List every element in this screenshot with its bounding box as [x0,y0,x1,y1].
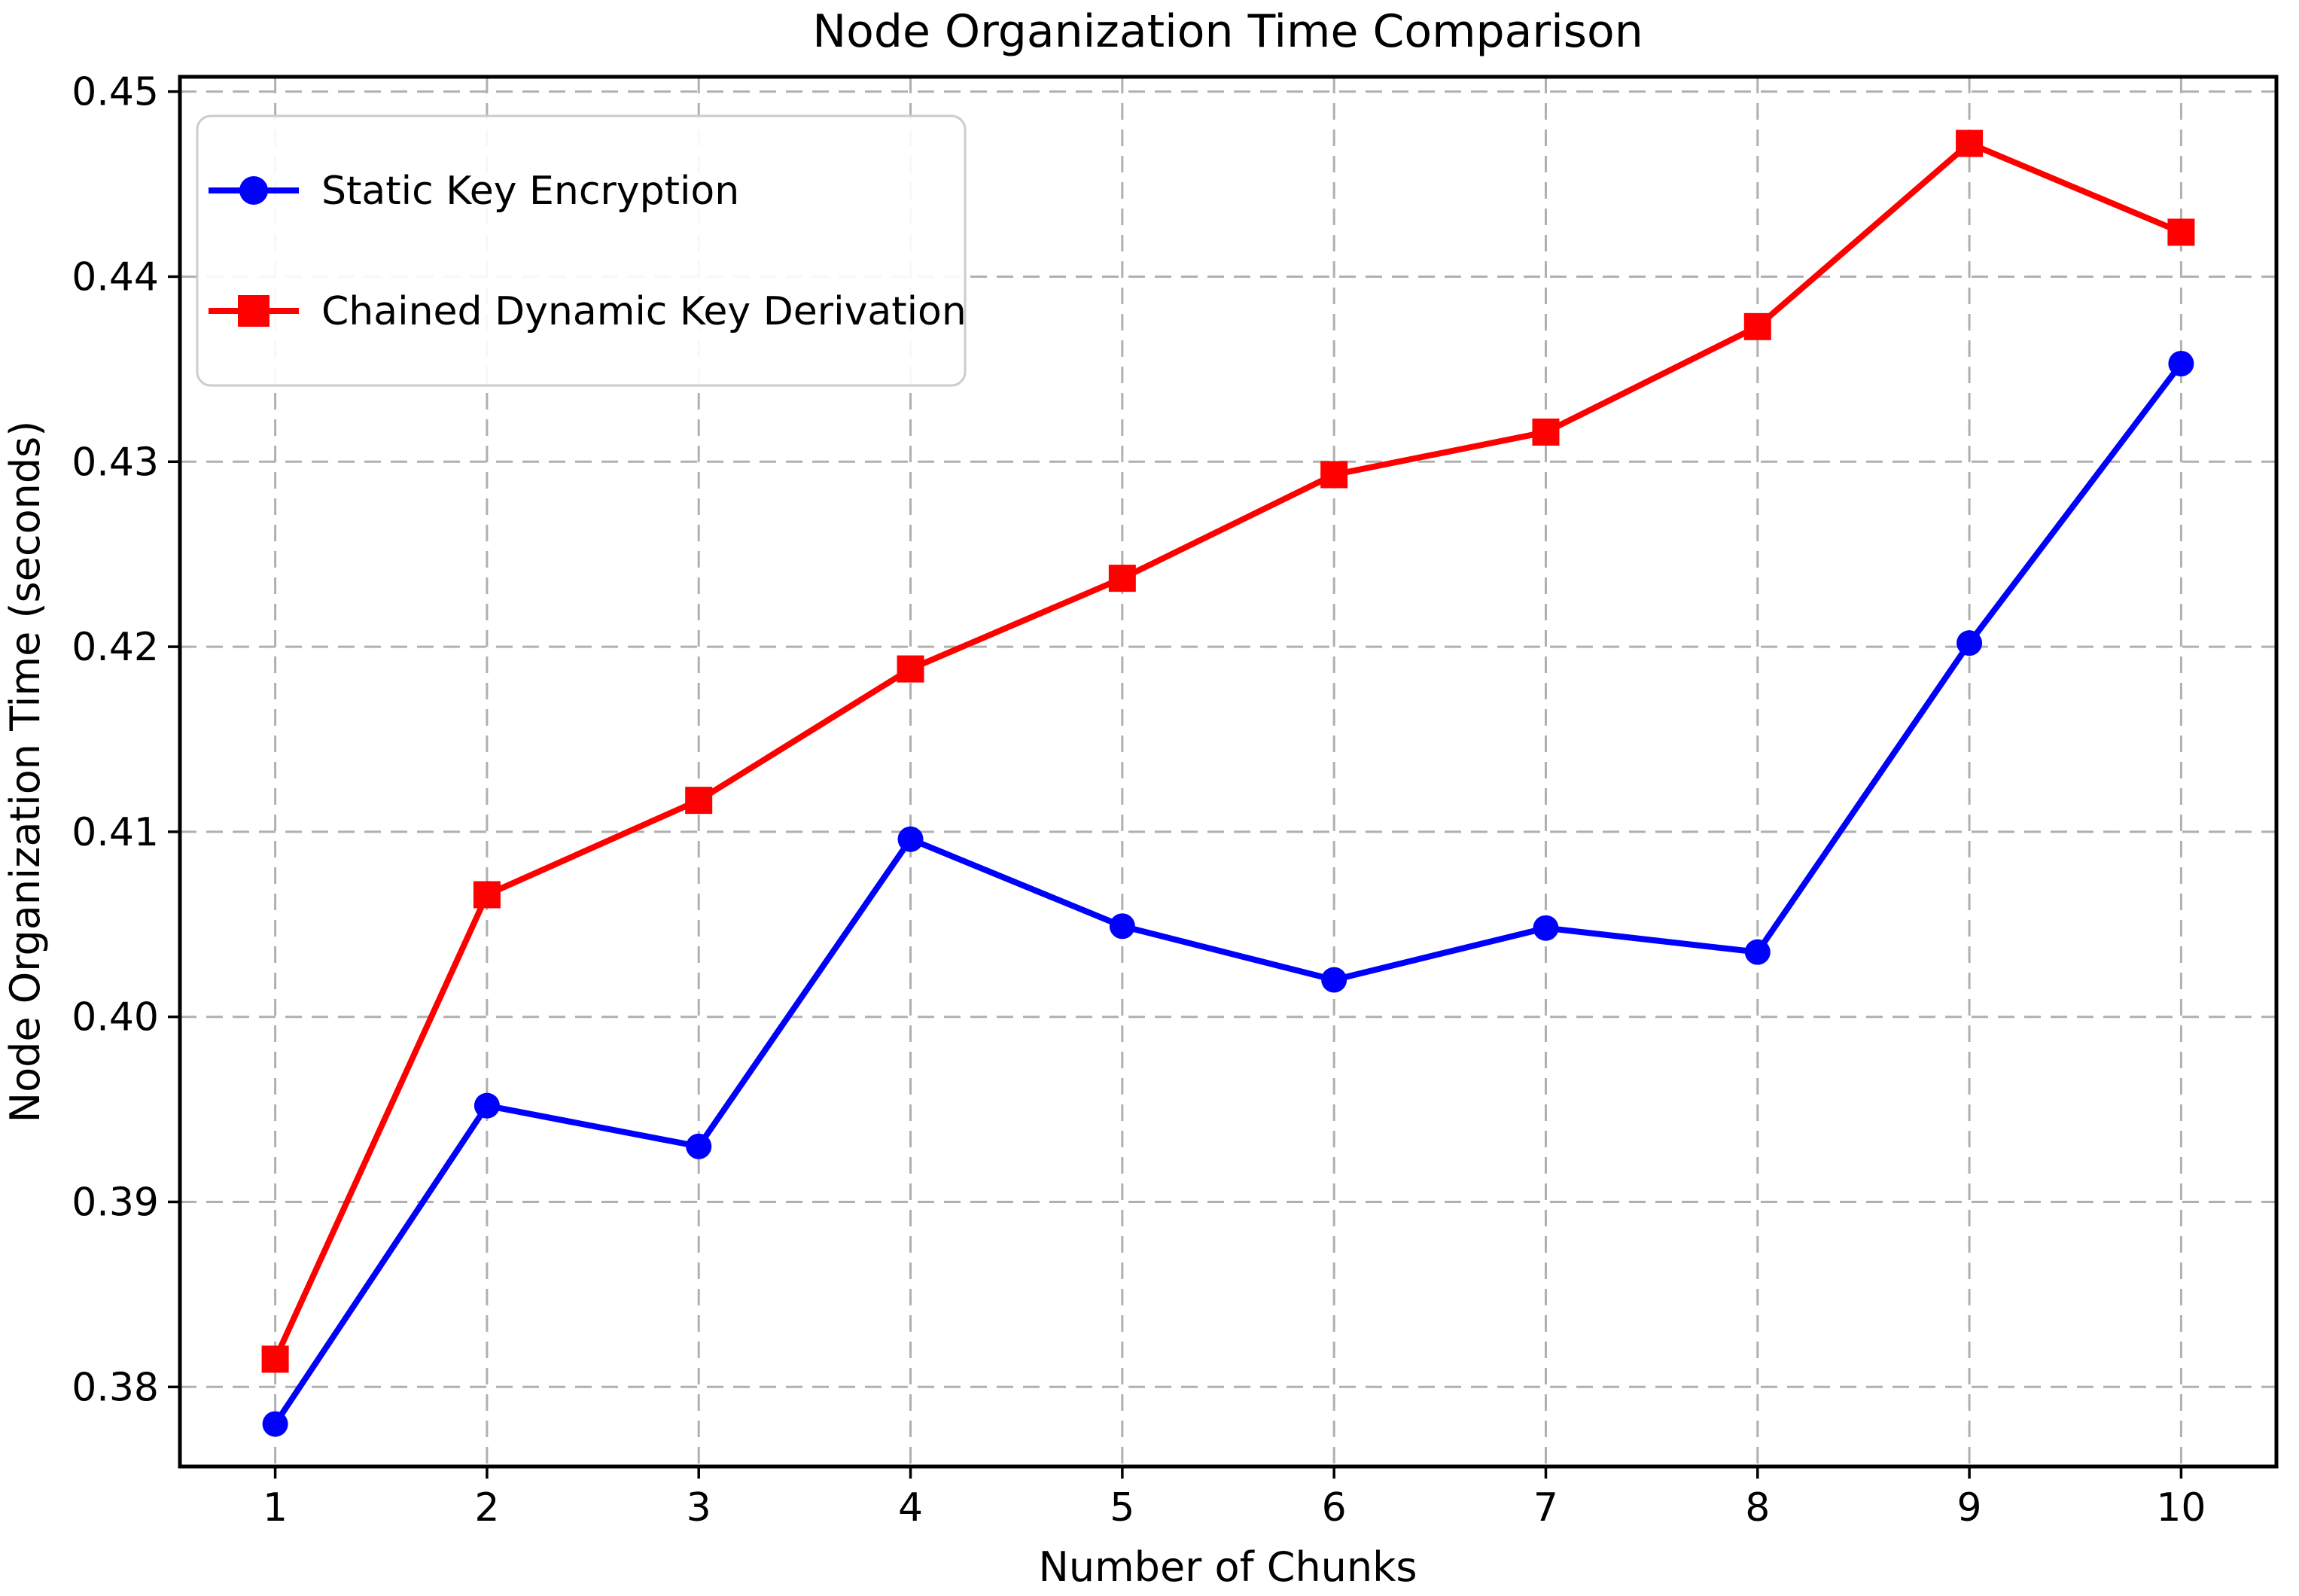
data-point-static-key-encryption [1956,630,1983,656]
x-tick-label: 8 [1745,1485,1770,1531]
x-tick-label: 3 [687,1485,711,1531]
y-axis-label: Node Organization Time (seconds) [2,421,49,1123]
data-point-static-key-encryption [897,826,924,852]
data-point-static-key-encryption [262,1411,288,1437]
axes-layer: 0.38 0.39 0.40 0.41 0.42 0.43 0.44 0.45 1 2 3 4 5 6 7 8… [72,70,2279,1531]
data-point-chained-dynamic-key-derivation [1532,418,1560,446]
data-point-chained-dynamic-key-derivation [1956,129,1984,157]
data-point-static-key-encryption [474,1092,500,1119]
data-point-static-key-encryption [1109,913,1135,940]
grid-layer [180,77,2276,1467]
x-tick-label: 5 [1110,1485,1134,1531]
x-tick-label: 10 [2156,1485,2206,1531]
x-tick-label: 7 [1533,1485,1558,1531]
data-point-chained-dynamic-key-derivation [897,655,924,683]
legend-square-marker-icon [238,295,269,327]
x-axis-label: Number of Chunks [1038,1543,1417,1591]
data-point-static-key-encryption [1321,967,1347,993]
y-tick-label: 0.43 [72,440,159,485]
y-tick-label: 0.45 [72,70,159,115]
series-line-static-key-encryption [272,360,2185,1427]
data-point-chained-dynamic-key-derivation [261,1345,289,1373]
data-point-chained-dynamic-key-derivation [473,881,501,909]
data-point-static-key-encryption [2168,350,2194,376]
x-tick-label: 2 [474,1485,499,1531]
data-point-static-key-encryption [686,1133,712,1159]
data-point-chained-dynamic-key-derivation [1320,461,1348,489]
x-tick-label: 9 [1957,1485,1982,1531]
data-point-chained-dynamic-key-derivation [685,787,713,815]
series-layer [261,129,2195,1437]
legend-label: Chained Dynamic Key Derivation [321,289,967,334]
data-point-chained-dynamic-key-derivation [2167,218,2195,246]
legend-entry-chained-dynamic-key-derivation: Chained Dynamic Key Derivation [209,289,967,334]
y-tick-label: 0.40 [72,995,159,1040]
x-tick-label: 1 [263,1485,288,1531]
y-tick-label: 0.44 [72,254,159,300]
x-tick-label: 6 [1322,1485,1347,1531]
chart-title: Node Organization Time Comparison [812,5,1643,58]
y-tick-label: 0.38 [72,1365,159,1410]
y-tick-label: 0.41 [72,810,159,855]
data-point-static-key-encryption [1744,939,1771,965]
legend-entry-static-key-encryption: Static Key Encryption [209,169,739,214]
y-tick-label: 0.39 [72,1180,159,1225]
legend-label: Static Key Encryption [321,169,739,214]
legend: Static Key Encryption Chained Dynamic Key… [196,114,967,387]
y-tick-label: 0.42 [72,625,159,670]
x-tick-label: 4 [898,1485,923,1531]
legend-box [196,114,967,387]
legend-circle-marker-icon [239,176,268,205]
data-point-chained-dynamic-key-derivation [1108,565,1136,592]
plot-border [178,75,2279,1469]
data-point-static-key-encryption [1533,915,1559,941]
data-point-chained-dynamic-key-derivation [1743,312,1771,340]
series-line-chained-dynamic-key-derivation [272,140,2185,1363]
